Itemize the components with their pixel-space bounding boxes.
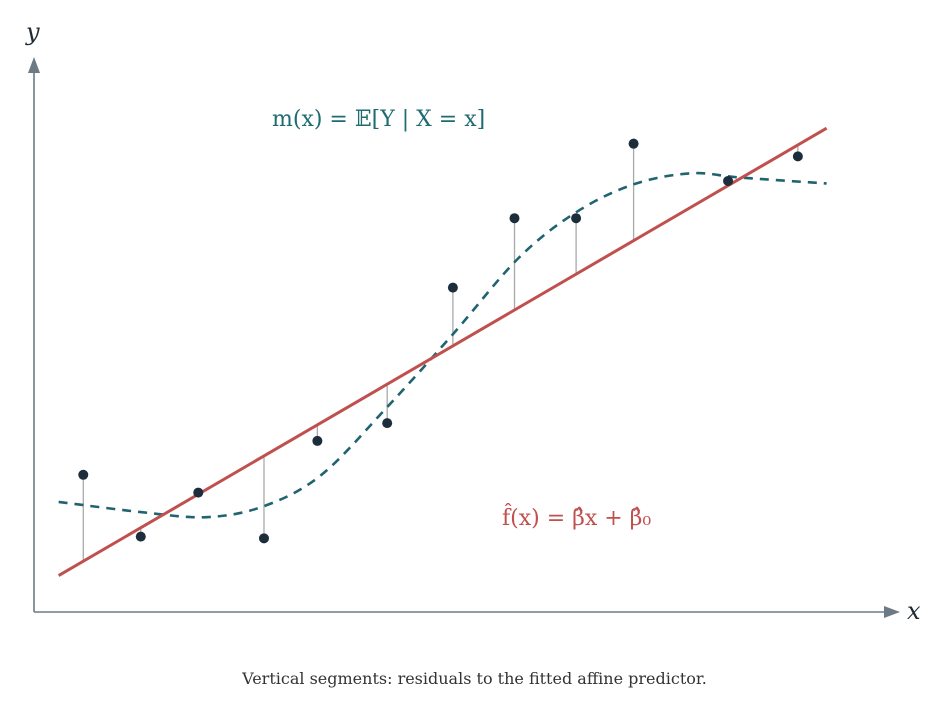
data-point	[509, 213, 520, 224]
data-point	[312, 435, 323, 446]
y-axis-label: y	[25, 18, 40, 46]
true-regression-curve	[58, 171, 827, 519]
data-point	[135, 531, 146, 542]
y-axis-arrow-icon	[28, 57, 40, 73]
axes: x y	[25, 18, 921, 625]
figure-caption: Vertical segments: residuals to the fitt…	[242, 669, 707, 688]
true-function-label: m(x) = 𝔼[Y | X = x]	[272, 107, 485, 132]
x-axis-label: x	[907, 597, 921, 625]
data-point	[382, 418, 393, 429]
data-point	[723, 175, 734, 186]
data-point	[447, 282, 458, 293]
data-point	[571, 213, 582, 224]
data-point	[193, 487, 204, 498]
data-point	[78, 469, 89, 480]
data-point	[258, 533, 269, 544]
data-points	[78, 138, 803, 544]
fitted-affine-line	[57, 126, 828, 577]
x-axis-arrow-icon	[884, 606, 900, 618]
data-point	[792, 151, 803, 162]
fitted-function-label: f̂(x) = β̂x + β̂₀	[502, 504, 651, 531]
data-point	[628, 138, 639, 149]
